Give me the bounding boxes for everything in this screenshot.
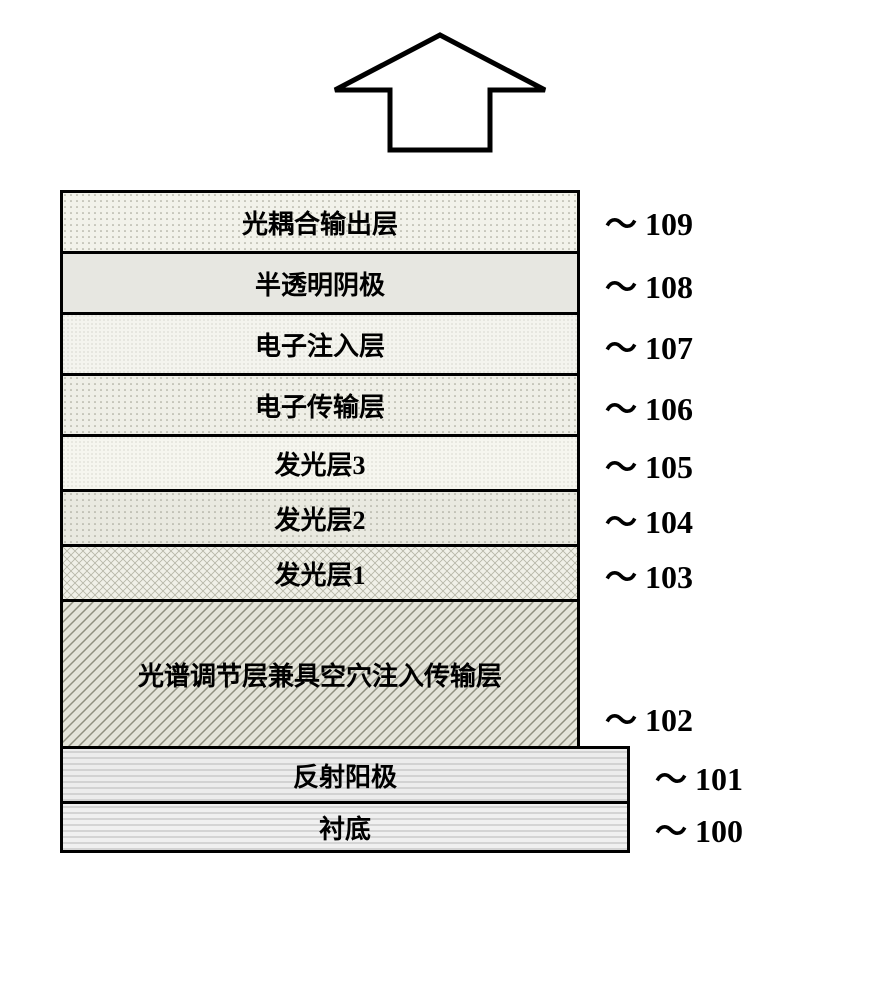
layer-row: 发光层3 ～ 105 <box>60 437 820 492</box>
layer-label: ～ 101 <box>655 754 743 800</box>
emission-arrow-container <box>60 30 820 160</box>
layer-box: 发光层3 <box>60 434 580 492</box>
layer-row: 衬底 ～ 100 <box>60 804 820 853</box>
layer-row: 半透明阴极 ～ 108 <box>60 254 820 315</box>
layer-row: 电子注入层 ～ 107 <box>60 315 820 376</box>
layer-row: 发光层1 ～ 103 <box>60 547 820 602</box>
layer-box: 发光层1 <box>60 544 580 602</box>
up-arrow-icon <box>320 30 560 160</box>
layer-text: 发光层3 <box>274 445 365 482</box>
layer-label: ～ 104 <box>605 497 693 543</box>
layer-text: 半透明阴极 <box>255 265 385 302</box>
layer-label: ～ 102 <box>605 695 693 741</box>
layer-row: 光耦合输出层 ～ 109 <box>60 190 820 254</box>
oled-layer-diagram: 光耦合输出层 ～ 109 半透明阴极 ～ 108 电子注入层 ～ 107 电子传输层 ～ 10… <box>60 30 820 853</box>
layer-text: 反射阳极 <box>293 757 397 794</box>
layer-row: 反射阳极 ～ 101 <box>60 749 820 804</box>
layer-text: 衬底 <box>319 809 371 846</box>
layer-label: ～ 103 <box>605 552 693 598</box>
layer-box: 半透明阴极 <box>60 251 580 315</box>
layer-row: 光谱调节层兼具空穴注入传输层 ～ 102 <box>60 602 820 749</box>
layer-text: 光耦合输出层 <box>242 204 398 241</box>
layer-label: ～ 107 <box>605 323 693 369</box>
layer-text: 电子传输层 <box>255 387 385 424</box>
layer-row: 发光层2 ～ 104 <box>60 492 820 547</box>
layer-stack: 光耦合输出层 ～ 109 半透明阴极 ～ 108 电子注入层 ～ 107 电子传输层 ～ 10… <box>60 190 820 853</box>
layer-box: 光谱调节层兼具空穴注入传输层 <box>60 599 580 749</box>
layer-label: ～ 100 <box>655 806 743 852</box>
layer-box: 发光层2 <box>60 489 580 547</box>
layer-box: 电子注入层 <box>60 312 580 376</box>
layer-label: ～ 106 <box>605 384 693 430</box>
layer-box: 反射阳极 <box>60 746 630 804</box>
layer-box: 光耦合输出层 <box>60 190 580 254</box>
layer-label: ～ 105 <box>605 442 693 488</box>
layer-text: 光谱调节层兼具空穴注入传输层 <box>138 656 502 693</box>
layer-text: 发光层1 <box>274 555 365 592</box>
layer-row: 电子传输层 ～ 106 <box>60 376 820 437</box>
layer-text: 发光层2 <box>274 500 365 537</box>
layer-box: 衬底 <box>60 801 630 853</box>
layer-text: 电子注入层 <box>255 326 385 363</box>
layer-label: ～ 108 <box>605 262 693 308</box>
layer-label: ～ 109 <box>605 199 693 245</box>
layer-box: 电子传输层 <box>60 373 580 437</box>
